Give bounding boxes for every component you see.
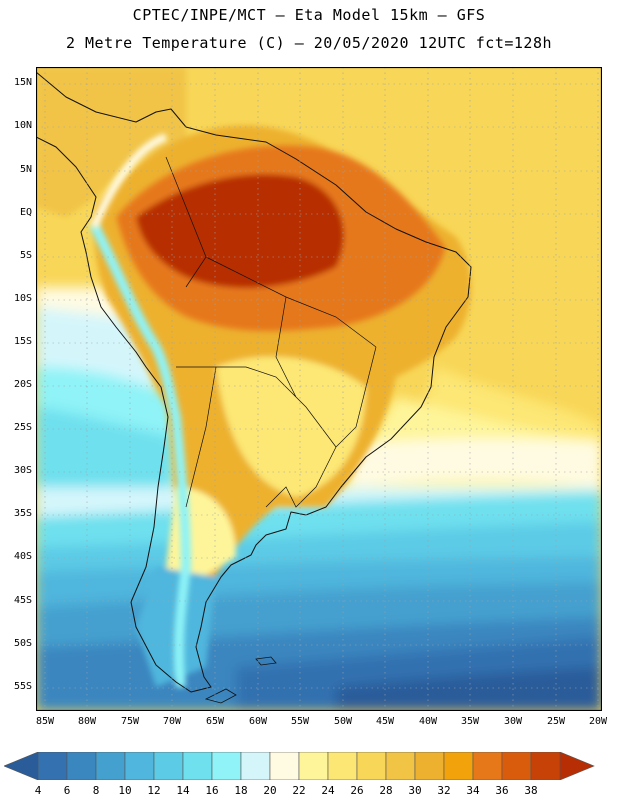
lat-label: 35S [13, 508, 32, 519]
lon-label: 20W [588, 716, 608, 727]
lon-label: 50W [333, 716, 353, 727]
title-line-2: 2 Metre Temperature (C) – 20/05/2020 12U… [65, 34, 553, 52]
lat-label: 40S [13, 551, 32, 562]
central-america-warm [36, 67, 186, 217]
lon-label: 30W [503, 716, 523, 727]
lon-label: 60W [248, 716, 268, 727]
colorbar-box [182, 752, 213, 780]
lon-label: 85W [35, 716, 55, 727]
lat-label: 50S [13, 638, 32, 649]
lon-label: 45W [375, 716, 395, 727]
colorbar-box [37, 752, 68, 780]
colorbar-box [327, 752, 358, 780]
colorbar-box [269, 752, 300, 780]
lon-label: 40W [418, 716, 438, 727]
lat-label: 5N [19, 164, 32, 175]
lat-label: 10N [13, 120, 32, 131]
colorbar-box [153, 752, 184, 780]
colorbar-tick-label: 14 [176, 784, 190, 797]
andes-cold-ridge [89, 222, 192, 688]
colorbar-tick-label: 6 [63, 784, 71, 797]
colorbar-box [443, 752, 474, 780]
colorbar-max-triangle [559, 752, 595, 780]
lon-label: 70W [162, 716, 182, 727]
colorbar-tick-label: 26 [350, 784, 364, 797]
tierra-del-fuego [204, 688, 237, 704]
colorbar-tick-label: 22 [292, 784, 306, 797]
colorbar-tick-label: 36 [495, 784, 509, 797]
colorbar-box [501, 752, 532, 780]
lat-label: 10S [13, 293, 32, 304]
lon-label: 25W [546, 716, 566, 727]
colorbar-box [414, 752, 445, 780]
colorbar [4, 752, 595, 780]
colorbar-box [124, 752, 155, 780]
colorbar-box [472, 752, 503, 780]
south-band-4 [336, 667, 602, 711]
colorbar-tick-label: 12 [147, 784, 161, 797]
lat-label: 55S [13, 681, 32, 692]
lat-label: 25S [13, 422, 32, 433]
lon-label: 55W [290, 716, 310, 727]
colorbar-box [95, 752, 126, 780]
temperature-map [36, 67, 602, 711]
colorbar-tick-label: 20 [263, 784, 277, 797]
colorbar-box [298, 752, 329, 780]
colorbar-tick-label: 30 [408, 784, 422, 797]
colorbar-box [211, 752, 242, 780]
title-line-1: CPTEC/INPE/MCT – Eta Model 15km – GFS [132, 6, 486, 24]
amazon-hottest [136, 174, 344, 288]
lat-label: 15N [13, 77, 32, 88]
lat-label: 45S [13, 595, 32, 606]
lon-label: 80W [77, 716, 97, 727]
colorbar-tick-label: 34 [466, 784, 480, 797]
colorbar-tick-label: 18 [234, 784, 248, 797]
lat-label: 20S [13, 379, 32, 390]
colorbar-tick-label: 8 [92, 784, 100, 797]
ocean-band-22 [336, 438, 602, 487]
graticule [36, 67, 602, 711]
colorbar-tick-label: 4 [34, 784, 42, 797]
lat-label: EQ [19, 207, 32, 218]
colorbar-tick-label: 10 [118, 784, 132, 797]
colorbar-box [356, 752, 387, 780]
colorbar-box [66, 752, 97, 780]
country-borders [165, 156, 377, 508]
colorbar-box [385, 752, 416, 780]
map-frame [36, 67, 602, 711]
colorbar-tick-label: 32 [437, 784, 451, 797]
colorbar-tick-label: 38 [524, 784, 538, 797]
colorbar-tick-label: 28 [379, 784, 393, 797]
coastline [36, 71, 472, 693]
lat-label: 5S [19, 250, 32, 261]
colorbar-tick-label: 24 [321, 784, 335, 797]
lon-label: 35W [460, 716, 480, 727]
colorbar-box [240, 752, 271, 780]
colorbar-box [530, 752, 561, 780]
lat-label: 30S [13, 465, 32, 476]
lon-label: 65W [205, 716, 225, 727]
colorbar-min-triangle [4, 752, 39, 780]
lat-label: 15S [13, 336, 32, 347]
lon-label: 75W [120, 716, 140, 727]
falkland-islands [255, 656, 277, 666]
colorbar-tick-label: 16 [205, 784, 219, 797]
